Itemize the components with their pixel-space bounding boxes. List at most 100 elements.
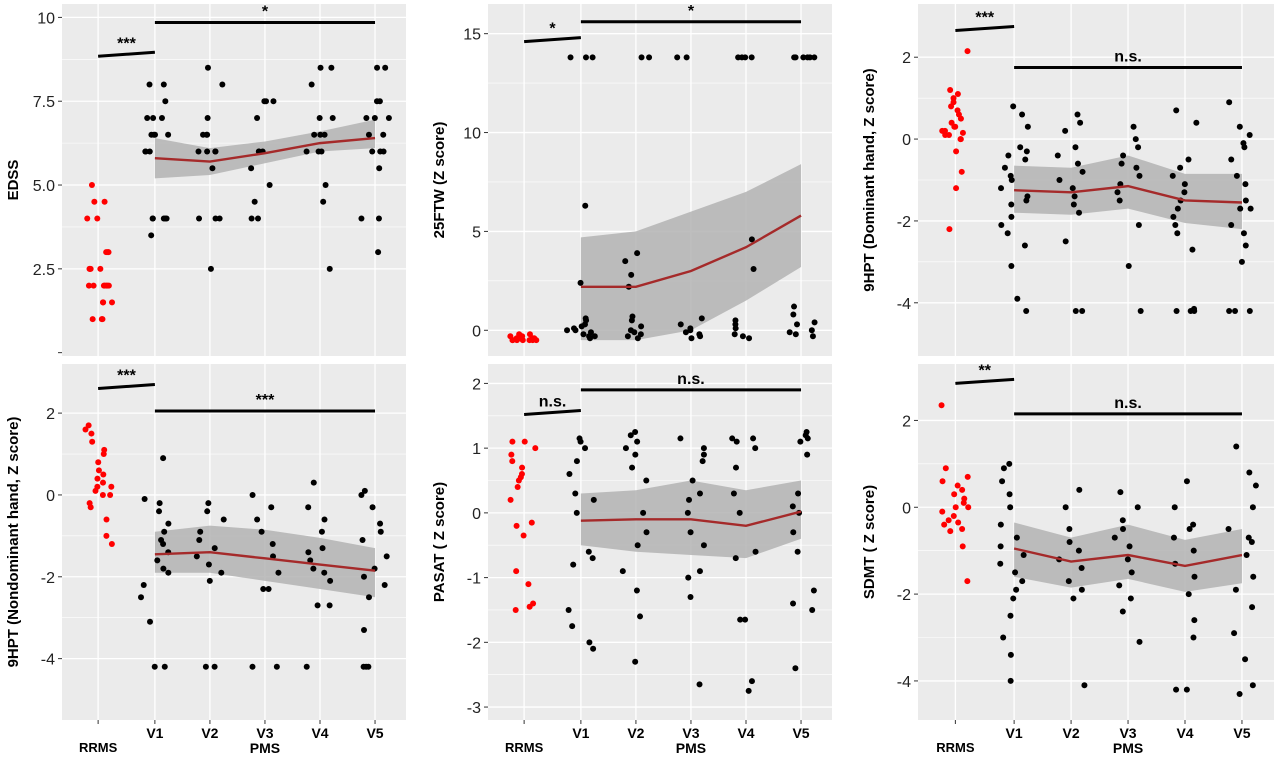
pms-point-v3 [1116,197,1123,204]
pms-point-v1 [1024,193,1031,200]
pms-point-v5 [1246,307,1253,314]
pms-point-v5 [791,303,798,310]
rrms-point [507,333,514,340]
pms-point-v3 [275,569,282,576]
rrms-point [507,496,514,503]
pms-point-v5 [377,528,384,535]
pms-point-v5 [381,581,388,588]
pms-point-v1 [1010,103,1017,110]
rrms-point [959,525,966,532]
pms-point-v1 [567,54,574,61]
pms-point-v5 [790,529,797,536]
pms-point-v5 [790,600,797,607]
pms-point-v4 [1173,686,1180,693]
pms-point-v2 [211,545,218,552]
pms-point-v3 [687,594,694,601]
pms-point-v2 [627,432,634,439]
pms-point-v4 [321,516,328,523]
pms-point-v5 [1242,181,1249,188]
pms-point-v5 [1240,140,1247,147]
pms-point-v1 [999,478,1006,485]
mean-trend-line [580,214,802,288]
pms-point-v3 [687,325,694,332]
pms-point-v5 [792,665,799,672]
pms-point-v5 [365,594,372,601]
rrms-point [86,265,93,272]
rrms-point [525,581,532,588]
x-tick-label: V1 [146,725,163,741]
pms-point-v5 [1236,123,1243,130]
pms-point-v4 [1193,119,1200,126]
pms-point-v2 [204,508,211,515]
pms-point-v4 [1172,222,1179,229]
pms-point-v2 [1066,539,1073,545]
pms-point-v2 [212,148,219,155]
rrms-point [953,148,960,155]
rrms-point [108,541,115,548]
pms-point-v5 [1247,205,1254,212]
pms-point-v4 [305,549,312,556]
pms-point-v1 [1007,612,1014,619]
rrms-point [103,516,110,523]
pms-point-v1 [1013,534,1020,541]
rrms-point [514,483,521,490]
pms-point-v5 [1249,504,1256,511]
pms-point-v3 [1127,595,1134,602]
pms-point-v1 [1020,552,1027,559]
pms-point-v5 [1238,258,1245,265]
rrms-point [94,475,101,482]
rrms-point [91,198,98,205]
significance-label: n.s. [539,394,567,411]
mean-trend-line [1013,547,1243,568]
pms-point-v1 [590,645,597,652]
pms-point-v4 [1171,504,1178,511]
pms-point-v4 [1173,107,1180,114]
pms-point-v3 [684,509,691,516]
pms-point-v1 [572,490,579,497]
pms-point-v1 [150,114,157,121]
pms-point-v2 [629,313,636,320]
pms-point-v5 [803,428,810,435]
pms-point-v4 [1181,181,1188,188]
pms-point-v5 [380,131,387,138]
rrms-point [99,491,106,498]
pms-point-v4 [736,509,743,516]
pms-point-v1 [141,496,148,503]
pms-point-v2 [1062,238,1069,245]
pms-point-v2 [634,542,641,549]
rrms-point [100,479,107,486]
pms-point-v1 [586,639,593,646]
x-tick-label: V3 [682,725,699,741]
rrms-point [955,519,962,526]
pms-point-v2 [619,568,626,575]
pms-point-v3 [248,215,255,222]
pms-point-v4 [742,616,749,623]
pms-point-v3 [1135,222,1142,229]
pms-point-v2 [1079,168,1086,175]
pms-point-v2 [1069,185,1076,192]
pms-point-v2 [1072,307,1079,314]
x-tick-label: RRMS [505,740,544,755]
pms-point-v4 [730,490,737,497]
pms-point-v2 [197,528,204,535]
pms-point-v2 [196,536,203,543]
pms-point-v2 [1070,201,1077,208]
pms-point-v4 [737,616,744,623]
x-tick-label: V5 [366,725,383,741]
pms-point-v3 [266,182,273,189]
pms-point-v4 [735,54,742,61]
pms-point-v1 [997,560,1004,567]
pms-point-v3 [254,114,261,121]
pms-point-v3 [1119,608,1126,615]
rrms-point [939,508,946,515]
pms-point-v4 [1177,164,1184,171]
x-tick-label: V2 [201,725,218,741]
significance-label: n.s. [1114,395,1142,412]
pms-point-v1 [156,500,163,507]
pms-point-v1 [582,315,589,322]
significance-bracket [524,36,581,44]
panel-sdmt: -4 -2 0 2 ** n.s. SDMT ( Z score) RRMS V1 V2 V3 V4 V… [861,362,1274,756]
pms-point-v5 [369,148,376,155]
pms-point-v3 [1124,556,1131,563]
pms-point-v4 [1185,591,1192,598]
